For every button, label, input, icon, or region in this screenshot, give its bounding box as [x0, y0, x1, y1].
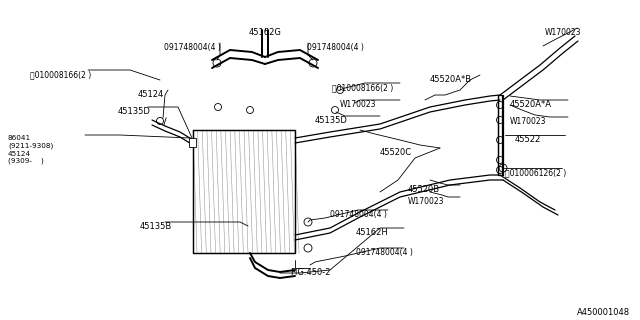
Text: 86041
(9211-9308)
45124
(9309-    ): 86041 (9211-9308) 45124 (9309- )	[8, 135, 53, 164]
Bar	[189, 138, 196, 147]
Text: 45522: 45522	[515, 135, 541, 144]
Text: 45162H: 45162H	[356, 228, 388, 237]
Text: 45520C: 45520C	[380, 148, 412, 157]
Text: FIG.450-2: FIG.450-2	[290, 268, 330, 277]
Text: 45135B: 45135B	[140, 222, 172, 231]
Text: 091748004(4 ): 091748004(4 )	[330, 210, 387, 219]
Text: 091748004(4 ): 091748004(4 )	[164, 43, 220, 52]
Text: 45162G: 45162G	[248, 28, 282, 37]
Text: W170023: W170023	[545, 28, 582, 37]
Text: 45135D: 45135D	[118, 107, 151, 116]
Text: 45520B: 45520B	[408, 185, 440, 194]
Text: 45520A*B: 45520A*B	[430, 75, 472, 84]
Text: 091748004(4 ): 091748004(4 )	[307, 43, 364, 52]
Text: A450001048: A450001048	[577, 308, 630, 317]
Bar	[193, 130, 295, 253]
Text: Ⓑ010006126(2 ): Ⓑ010006126(2 )	[505, 168, 566, 177]
Text: Ⓑ010008166(2 ): Ⓑ010008166(2 )	[332, 83, 393, 92]
Text: 45520A*A: 45520A*A	[510, 100, 552, 109]
Bar	[193, 130, 295, 253]
Text: 45135D: 45135D	[315, 116, 348, 125]
Text: Ⓑ010008166(2 ): Ⓑ010008166(2 )	[30, 70, 92, 79]
Text: 091748004(4 ): 091748004(4 )	[356, 248, 413, 257]
Text: 45124: 45124	[138, 90, 164, 99]
Text: W170023: W170023	[510, 117, 547, 126]
Text: W170023: W170023	[408, 197, 445, 206]
Text: W170023: W170023	[340, 100, 376, 109]
